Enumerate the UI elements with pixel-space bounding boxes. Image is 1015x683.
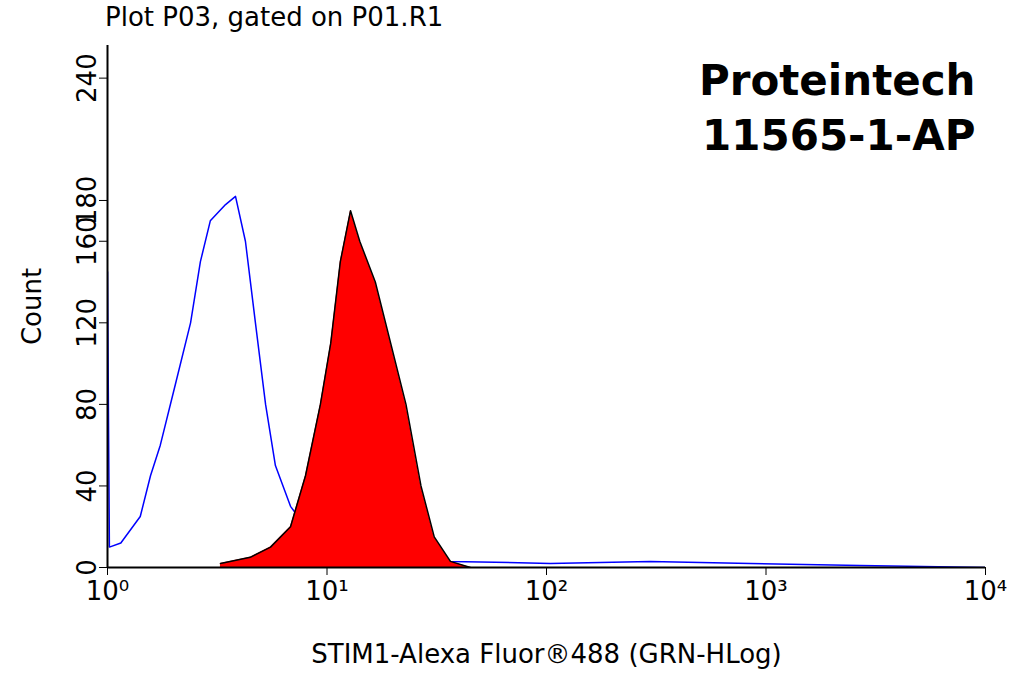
svg-text:Count: Count <box>17 268 47 345</box>
svg-text:10¹: 10¹ <box>305 576 349 606</box>
svg-text:11565-1-AP: 11565-1-AP <box>702 111 976 160</box>
svg-text:10⁰: 10⁰ <box>86 576 130 606</box>
svg-text:10³: 10³ <box>744 576 788 606</box>
svg-text:180: 180 <box>72 176 102 226</box>
svg-text:10²: 10² <box>525 576 569 606</box>
svg-text:160: 160 <box>71 216 102 267</box>
svg-text:0: 0 <box>72 559 102 576</box>
html-text:Plot P03, gated on P01.R1: Plot P03, gated on P01.R1 <box>105 2 444 32</box>
svg-text:10⁴: 10⁴ <box>964 576 1008 606</box>
svg-text:80: 80 <box>72 388 102 421</box>
svg-text:Proteintech: Proteintech <box>699 56 976 105</box>
svg-text:40: 40 <box>72 469 102 502</box>
svg-text:120: 120 <box>72 298 102 348</box>
svg-text:STIM1-Alexa Fluor®488 (GRN-HLo: STIM1-Alexa Fluor®488 (GRN-HLog) <box>311 639 781 669</box>
svg-text:240: 240 <box>72 53 102 103</box>
